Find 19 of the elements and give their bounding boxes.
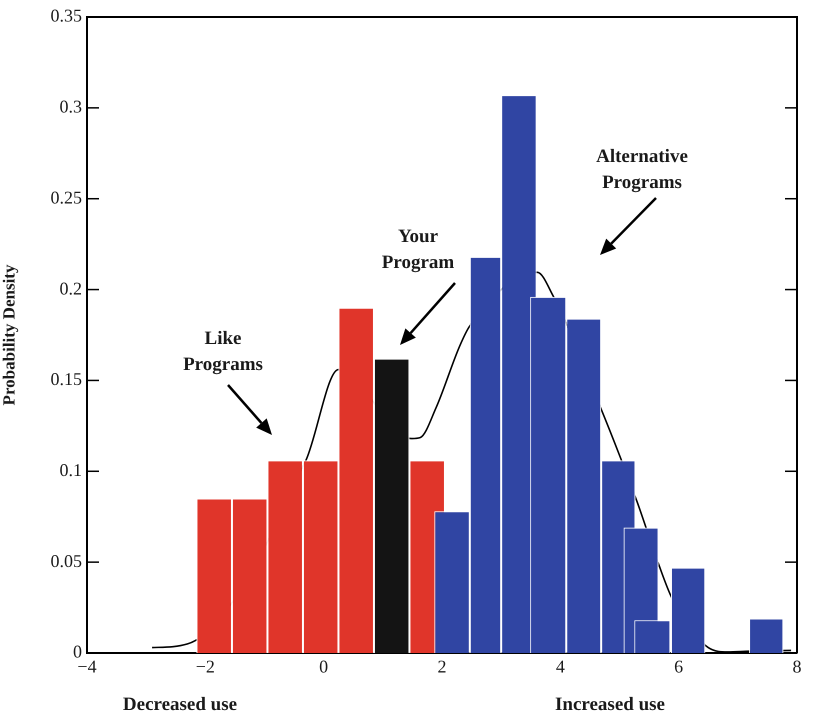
text: Increased use [555,694,665,715]
annotation: Your Program [382,226,454,273]
y-tick-label: 0.05 [50,550,82,571]
x-tick-label: −2 [196,656,215,677]
y-tick-label: 0.1 [60,460,82,480]
y-tick-label: 0.25 [50,187,82,208]
x-tick-label: 0 [319,656,328,677]
annotation: Alternative Programs [596,146,688,193]
x-tick-label: 2 [438,656,446,677]
x-tick-label: 4 [556,656,565,677]
annotation: Like Programs [183,328,263,375]
y-tick-label: 0.2 [60,278,82,298]
x-tick-label: 6 [674,656,684,677]
y-tick-label: 0.35 [50,6,82,26]
y-tick-label: 0.15 [50,369,82,390]
y-axis-title: Probability Density [0,264,19,406]
x-tick-label: 8 [792,656,802,677]
text: Decreased use [122,694,238,715]
y-tick-label: 0.3 [60,96,82,117]
